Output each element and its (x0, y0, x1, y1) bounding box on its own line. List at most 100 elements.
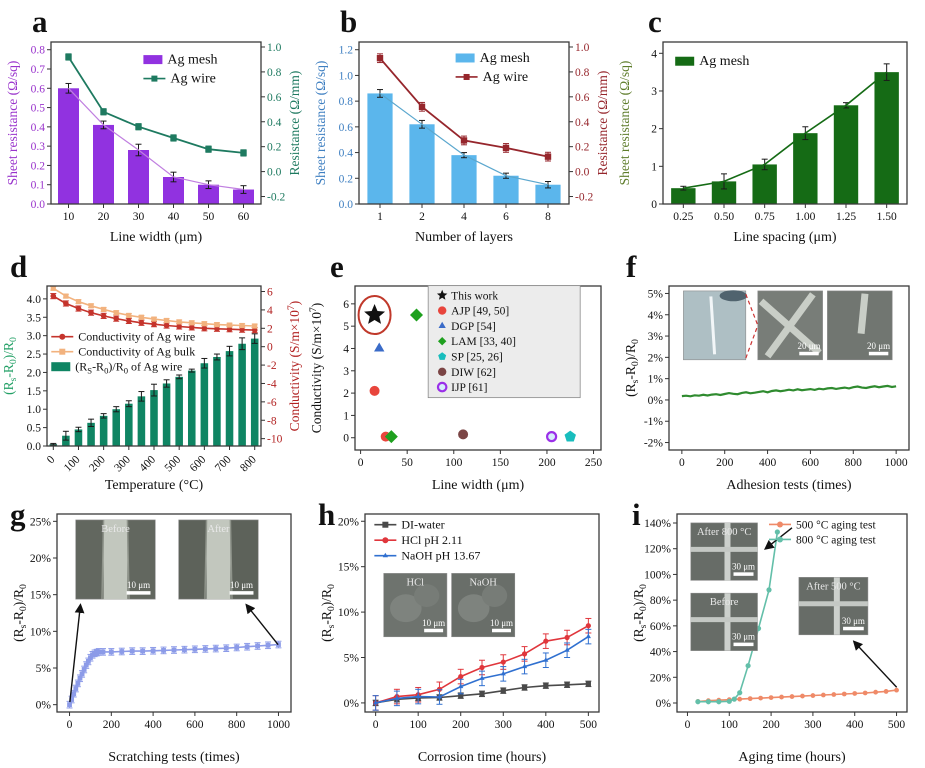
svg-text:DGP [54]: DGP [54] (451, 321, 496, 333)
svg-text:100: 100 (410, 719, 428, 731)
svg-text:300: 300 (804, 719, 822, 731)
svg-text:0.6: 0.6 (267, 92, 282, 104)
svg-text:0.3: 0.3 (31, 141, 46, 153)
svg-text:0.8: 0.8 (267, 67, 282, 79)
svg-text:Line width (μm): Line width (μm) (110, 230, 203, 245)
svg-text:3.5: 3.5 (27, 312, 42, 324)
panel-i: i 0 100 200 300 400 500 Aging time (hours) 0% 20… (616, 496, 924, 768)
svg-text:0.25: 0.25 (673, 211, 693, 223)
svg-text:15%: 15% (30, 590, 52, 602)
svg-text:0%: 0% (656, 698, 672, 710)
svg-text:200: 200 (762, 719, 780, 731)
svg-text:0.4: 0.4 (575, 117, 590, 129)
svg-text:3%: 3% (648, 331, 664, 343)
svg-text:0.75: 0.75 (755, 211, 775, 223)
svg-text:0.8: 0.8 (575, 67, 590, 79)
svg-text:0.2: 0.2 (339, 173, 354, 185)
svg-text:200: 200 (103, 719, 121, 731)
svg-text:2.5: 2.5 (27, 349, 42, 361)
svg-text:80%: 80% (650, 595, 672, 607)
panel-c-chart: 0.25 0.50 0.75 1.00 1.25 1.50 Line spacing (μm… (617, 41, 908, 245)
svg-text:25%: 25% (30, 516, 52, 528)
svg-text:1.00: 1.00 (795, 211, 815, 223)
panel-h-letter: h (318, 497, 336, 532)
svg-text:3.0: 3.0 (27, 331, 42, 343)
svg-text:0%: 0% (36, 700, 52, 712)
svg-text:After 500 °C: After 500 °C (806, 581, 860, 592)
svg-text:0.4: 0.4 (267, 117, 282, 129)
svg-text:0: 0 (651, 199, 657, 211)
svg-text:Corrosion time (hours): Corrosion time (hours) (418, 750, 547, 765)
panel-g-chart: 0 200 400 600 800 1000 Scratching tests (times… (11, 513, 292, 765)
svg-text:Resistance (Ω/mm): Resistance (Ω/mm) (287, 71, 302, 176)
svg-text:Sheet resistance (Ω/sq): Sheet resistance (Ω/sq) (5, 61, 20, 186)
svg-text:1.0: 1.0 (267, 42, 282, 54)
panel-i-letter: i (632, 497, 641, 532)
svg-text:2: 2 (651, 124, 657, 136)
svg-text:10%: 10% (338, 607, 360, 619)
svg-text:After: After (207, 524, 230, 535)
svg-text:10 μm: 10 μm (422, 618, 445, 628)
svg-text:Aging time (hours): Aging time (hours) (738, 750, 846, 765)
svg-text:500: 500 (163, 453, 184, 474)
svg-text:4: 4 (461, 211, 467, 223)
svg-text:Sheet resistance (Ω/sq): Sheet resistance (Ω/sq) (313, 61, 328, 186)
svg-text:3: 3 (651, 86, 657, 98)
svg-text:10 μm: 10 μm (230, 580, 253, 590)
svg-text:0.8: 0.8 (31, 45, 46, 57)
svg-text:100: 100 (445, 457, 463, 469)
svg-text:0.0: 0.0 (31, 199, 46, 211)
svg-text:600: 600 (186, 719, 204, 731)
svg-text:800: 800 (238, 453, 259, 474)
svg-text:0.0: 0.0 (267, 167, 282, 179)
svg-text:50: 50 (401, 457, 413, 469)
svg-text:10 μm: 10 μm (490, 618, 513, 628)
svg-text:5%: 5% (36, 663, 52, 675)
svg-text:800 °C aging test: 800 °C aging test (796, 534, 876, 546)
svg-text:100: 100 (62, 453, 83, 474)
svg-text:Sheet resistance (Ω/sq): Sheet resistance (Ω/sq) (617, 61, 632, 186)
svg-text:6: 6 (267, 287, 273, 299)
svg-text:0: 0 (358, 457, 364, 469)
svg-text:1.0: 1.0 (27, 404, 42, 416)
svg-text:40: 40 (168, 211, 180, 223)
svg-text:Adhesion tests (times): Adhesion tests (times) (726, 478, 852, 493)
panel-e-letter: e (330, 249, 344, 284)
svg-text:(Rs-R0)/R0: (Rs-R0)/R0 (11, 584, 29, 642)
svg-text:1: 1 (343, 410, 349, 422)
svg-text:DI-water: DI-water (401, 518, 444, 532)
svg-text:300: 300 (112, 453, 133, 474)
svg-text:600: 600 (188, 453, 209, 474)
svg-text:Ag wire: Ag wire (483, 70, 528, 85)
svg-text:0.6: 0.6 (575, 92, 590, 104)
svg-text:Temperature (°C): Temperature (°C) (105, 478, 204, 493)
svg-text:1000: 1000 (885, 457, 908, 469)
svg-text:2: 2 (343, 388, 349, 400)
svg-text:200: 200 (716, 457, 734, 469)
svg-text:400: 400 (537, 719, 555, 731)
svg-text:0.4: 0.4 (31, 122, 46, 134)
svg-text:150: 150 (492, 457, 510, 469)
svg-text:Conductivity of Ag wire: Conductivity of Ag wire (78, 330, 195, 344)
svg-text:20 μm: 20 μm (797, 341, 820, 351)
svg-text:0: 0 (685, 719, 691, 731)
svg-text:0.0: 0.0 (339, 199, 354, 211)
svg-text:2%: 2% (648, 352, 664, 364)
svg-text:This work: This work (451, 290, 498, 302)
svg-text:0.2: 0.2 (575, 142, 590, 154)
svg-text:0: 0 (45, 453, 58, 466)
svg-text:30: 30 (133, 211, 145, 223)
svg-text:20%: 20% (650, 672, 672, 684)
svg-text:5: 5 (343, 321, 349, 333)
svg-text:1.0: 1.0 (575, 42, 590, 54)
svg-text:0.1: 0.1 (31, 180, 46, 192)
svg-text:NaOH pH 13.67: NaOH pH 13.67 (401, 549, 480, 563)
svg-text:120%: 120% (644, 544, 671, 556)
svg-text:5%: 5% (648, 288, 664, 300)
svg-text:4: 4 (343, 343, 349, 355)
svg-text:10%: 10% (30, 626, 52, 638)
svg-text:SP [25, 26]: SP [25, 26] (451, 351, 503, 363)
svg-text:0.6: 0.6 (31, 83, 46, 95)
svg-text:500: 500 (580, 719, 598, 731)
